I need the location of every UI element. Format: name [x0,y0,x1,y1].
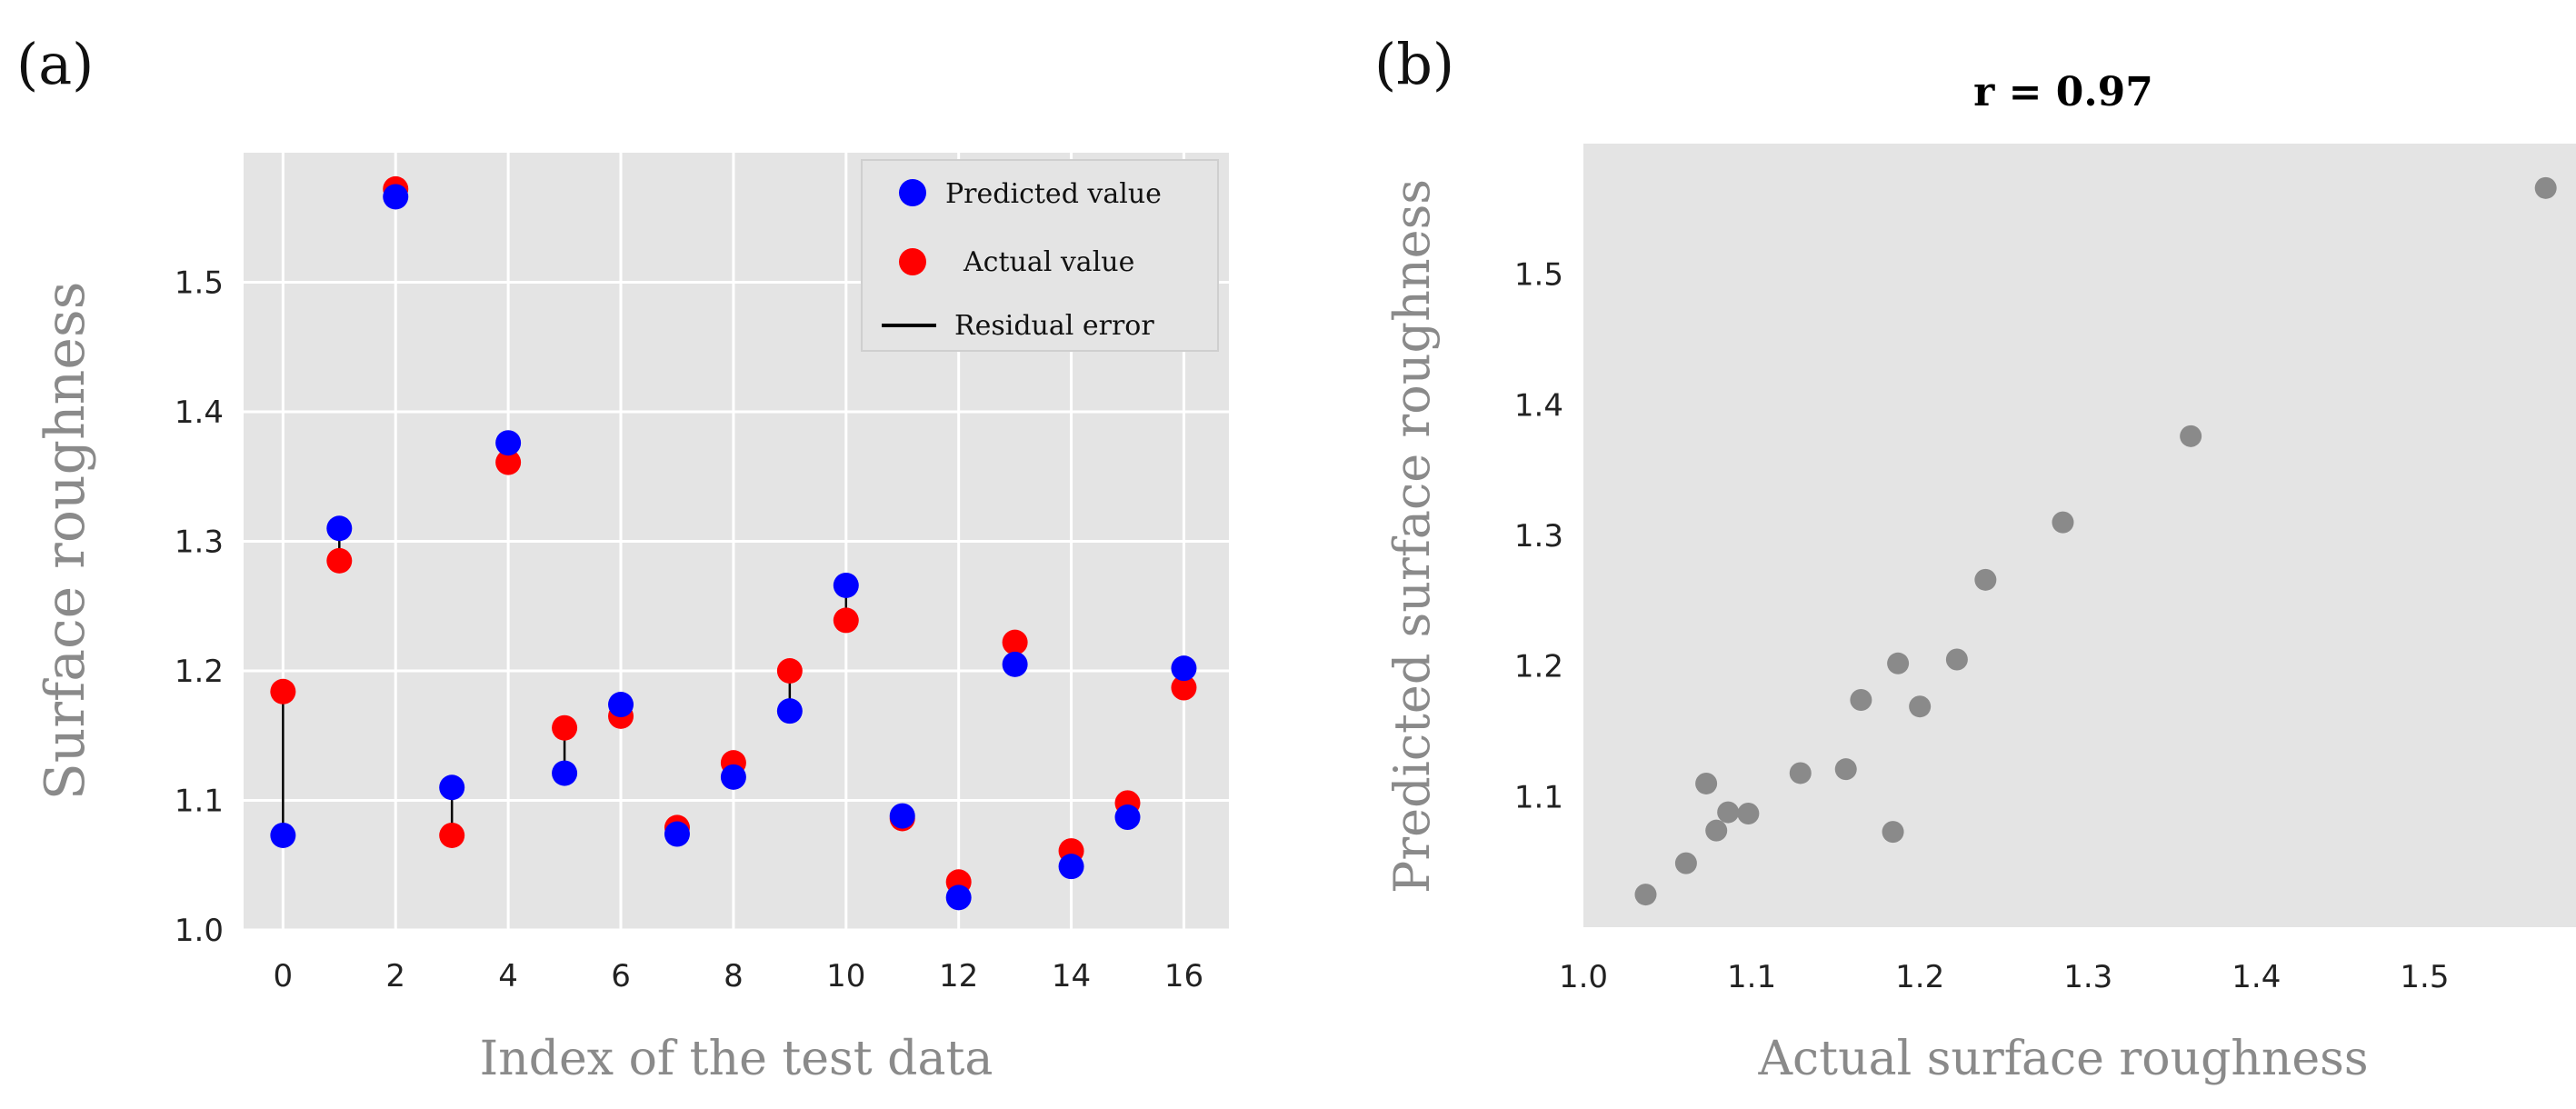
scatter-point [1705,819,1728,842]
panel-a-chart: 0 2 4 6 8 10 12 14 16 1.0 1.1 1.2 1.3 1.4 1.5 Predict… [34,153,1229,1086]
predicted-value-point [1058,854,1084,880]
y-tick-label: 1.0 [175,913,224,949]
x-tick-label: 4 [498,958,518,994]
scatter-point [1674,852,1697,874]
panel-b-y-axis-label: Predicted surface roughness [1383,179,1441,894]
predicted-value-point [833,572,859,598]
x-tick-label: 14 [1052,958,1091,994]
scatter-point [1945,648,1968,671]
predicted-value-point [608,692,634,718]
actual-value-point [833,607,859,634]
panel-b-points [1634,176,2557,906]
y-tick-label: 1.2 [1514,649,1563,685]
predicted-value-point [383,184,409,210]
actual-value-point [552,714,578,741]
y-tick-label: 1.1 [175,784,224,820]
x-tick-label: 1.3 [2063,959,2112,995]
predicted-value-point [495,430,522,456]
panel-a-x-axis-label: Index of the test data [480,1032,993,1086]
predicted-value-point [776,698,803,724]
predicted-value-point [552,760,578,786]
predicted-value-point [1114,804,1141,831]
actual-value-point [495,449,522,475]
x-tick-label: 1.5 [2400,959,2449,995]
legend-predicted-marker [899,179,926,206]
panel-a-y-axis-label: Surface roughness [34,282,97,801]
x-tick-label: 1.0 [1559,959,1608,995]
x-tick-label: 2 [385,958,405,994]
panel-b-x-axis-label: Actual surface roughness [1758,1032,2369,1086]
scatter-point [1974,568,1997,591]
actual-value-point [326,547,353,574]
panel-b-title: r = 0.97 [1973,69,2153,115]
panel-b-chart: r = 0.97 1.0 1.1 1.2 1.3 1.4 1.5 1.1 1.2 1.3 1.4… [1383,69,2576,1086]
panel-a-y-ticks: 1.0 1.1 1.2 1.3 1.4 1.5 [175,265,224,950]
x-tick-label: 10 [826,958,865,994]
actual-value-point [439,822,465,848]
x-tick-label: 6 [611,958,631,994]
scatter-point [2534,176,2557,199]
scatter-point [1789,762,1812,784]
panel-b-plot-area [1583,144,2576,927]
actual-value-point [270,678,296,704]
predicted-value-point [664,821,690,847]
x-tick-label: 1.2 [1895,959,1944,995]
scatter-point [1909,695,1932,718]
scatter-point [1882,821,1904,844]
scatter-point [1695,772,1718,794]
y-tick-label: 1.1 [1514,779,1563,815]
predicted-value-point [270,822,296,848]
predicted-value-point [439,774,465,801]
scatter-point [2052,511,2074,534]
scatter-point [1634,884,1657,906]
predicted-value-point [326,515,353,542]
predicted-value-point [1002,651,1028,677]
scatter-point [1887,652,1910,674]
y-tick-label: 1.5 [1514,257,1563,294]
y-tick-label: 1.2 [175,654,224,690]
legend-actual-label: Actual value [963,246,1134,278]
scatter-point [1737,803,1760,825]
actual-value-point [1171,674,1197,701]
predicted-value-point [720,764,746,790]
predicted-value-point [1171,655,1197,682]
actual-value-point [776,658,803,684]
y-tick-label: 1.4 [1514,387,1563,424]
panel-b-label: (b) [1374,31,1454,97]
scatter-point [1850,689,1872,712]
y-tick-label: 1.4 [175,395,224,431]
panel-a-label: (a) [16,31,94,97]
x-tick-label: 16 [1164,958,1203,994]
x-tick-label: 0 [274,958,294,994]
panel-a-legend: Predicted value Actual value Residual er… [861,159,1219,352]
panel-a-points [270,175,1197,911]
actual-value-point [1002,629,1028,655]
x-tick-label: 1.4 [2232,959,2281,995]
predicted-value-point [889,803,915,829]
y-tick-label: 1.3 [175,525,224,561]
legend-predicted-label: Predicted value [945,178,1162,210]
predicted-value-point [945,884,972,911]
panel-b-y-ticks: 1.1 1.2 1.3 1.4 1.5 [1514,257,1563,816]
y-tick-label: 1.3 [1514,518,1563,554]
panel-a-x-ticks: 0 2 4 6 8 10 12 14 16 [274,958,1204,994]
panel-b-x-ticks: 1.0 1.1 1.2 1.3 1.4 1.5 [1559,959,2450,995]
y-tick-label: 1.5 [175,265,224,302]
scatter-point [2180,425,2202,447]
scatter-point [1834,758,1857,781]
legend-residual-label: Residual error [954,310,1154,342]
x-tick-label: 8 [724,958,744,994]
legend-actual-marker [899,248,926,275]
scatter-point [1717,801,1740,824]
x-tick-label: 1.1 [1727,959,1776,995]
x-tick-label: 12 [939,958,978,994]
